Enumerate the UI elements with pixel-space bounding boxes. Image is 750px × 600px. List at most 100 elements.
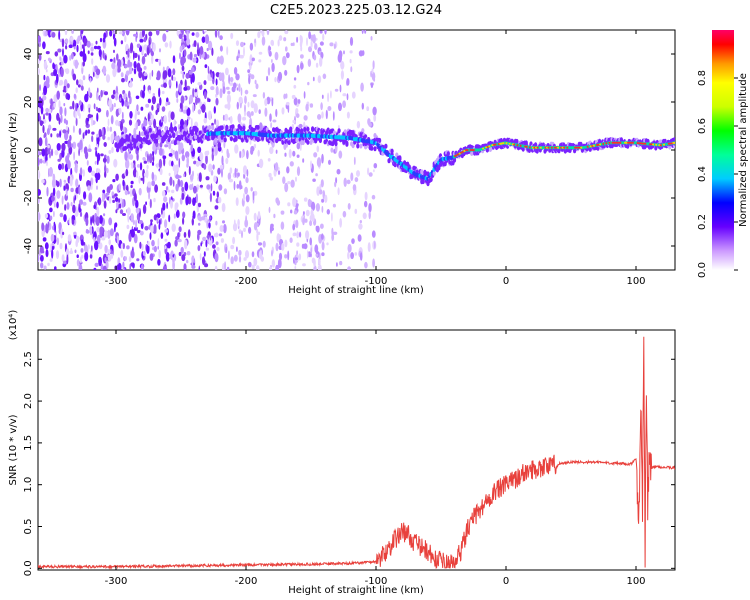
spectrogram-noise-cell <box>78 100 82 106</box>
spectrogram-noise-cell <box>120 249 124 258</box>
spectrogram-noise-cell <box>219 225 224 232</box>
spectrogram-noise-cell <box>126 245 130 250</box>
spectrogram-noise-cell <box>316 157 322 168</box>
spectrogram-noise-cell <box>93 267 97 270</box>
spectrogram-noise-cell <box>153 197 156 203</box>
spectrogram-noise-cell <box>57 48 62 53</box>
spectrogram-noise-cell <box>307 198 312 208</box>
spectrogram-noise-cell <box>136 229 141 234</box>
spectrogram-noise-cell <box>106 155 110 164</box>
spectrogram-noise-cell <box>192 170 194 178</box>
spectrogram-noise-cell <box>290 179 295 188</box>
spectrogram-noise-cell <box>170 111 175 120</box>
spectrogram-noise-cell <box>163 196 168 203</box>
spectrogram-noise-cell <box>320 233 324 240</box>
spectrogram-noise-cell <box>321 252 325 257</box>
spectrogram-noise-cell <box>174 202 178 212</box>
spectrogram-noise-cell <box>67 160 71 170</box>
spectrogram-noise-cell <box>238 255 242 263</box>
spectrogram-noise-cell <box>79 199 83 205</box>
spectrogram-noise-cell <box>213 106 216 114</box>
y-tick-label: 0.5 <box>23 519 34 535</box>
spectrogram-noise-cell <box>133 226 138 231</box>
spectrogram-noise-cell <box>98 242 103 250</box>
spectrogram-noise-cell <box>300 35 303 45</box>
spectrogram-noise-cell <box>309 237 313 246</box>
spectrogram-noise-cell <box>282 176 286 184</box>
spectrogram-noise-cell <box>70 247 73 253</box>
spectrogram-noise-cell <box>79 51 84 57</box>
spectrogram-noise-cell <box>129 62 133 67</box>
spectrogram-noise-cell <box>180 56 185 67</box>
spectrogram-noise-cell <box>129 263 131 270</box>
spectrogram-noise-cell <box>281 107 285 115</box>
spectrogram-noise-cell <box>79 211 83 217</box>
spectrogram-noise-cell <box>95 216 100 227</box>
spectrogram-ridge-cell <box>256 124 260 130</box>
spectrogram-noise-cell <box>199 45 204 55</box>
spectrogram-noise-cell <box>217 142 221 149</box>
spectrogram-noise-cell <box>347 266 352 270</box>
spectrogram-noise-cell <box>129 229 134 234</box>
spectrogram-noise-cell <box>60 229 63 239</box>
spectrogram-noise-cell <box>240 41 244 48</box>
spectrogram-noise-cell <box>249 54 253 64</box>
spectrogram-noise-cell <box>102 65 107 75</box>
spectrogram-noise-cell <box>199 152 204 161</box>
spectrogram-noise-cell <box>118 183 122 192</box>
spectrogram-noise-cell <box>229 167 233 174</box>
spectrogram-noise-cell <box>50 233 55 243</box>
spectrogram-noise-cell <box>59 242 63 250</box>
spectrogram-noise-cell <box>106 126 110 132</box>
spectrogram-noise-cell <box>327 92 330 103</box>
spectrogram-noise-cell <box>53 69 58 77</box>
spectrogram-noise-cell <box>334 181 337 188</box>
spectrogram-noise-cell <box>183 34 186 38</box>
spectrogram-noise-cell <box>284 239 288 248</box>
spectrogram-noise-cell <box>303 115 308 121</box>
spectrogram-noise-cell <box>337 187 340 196</box>
spectrogram-noise-cell <box>68 217 71 225</box>
spectrogram-ridge-cell <box>239 125 243 131</box>
spectrogram-noise-cell <box>107 136 110 141</box>
spectrogram-noise-cell <box>297 99 301 104</box>
spectrogram-y-ticks: -40 -20 0 20 40 <box>23 48 675 254</box>
spectrogram-noise-cell <box>236 184 240 189</box>
spectrogram-noise-cell <box>310 247 313 255</box>
spectrogram-noise-cell <box>321 111 324 119</box>
spectrogram-noise-cell <box>370 70 372 78</box>
spectrogram-noise-cell <box>99 215 103 224</box>
spectrogram-noise-cell <box>274 162 279 172</box>
spectrogram-noise-cell <box>164 219 168 229</box>
spectrogram-noise-cell <box>174 239 178 247</box>
spectrogram-noise-cell <box>288 148 292 159</box>
spectrogram-noise-cell <box>250 100 255 109</box>
spectrogram-noise-cell <box>157 258 161 266</box>
spectrogram-noise-cell <box>143 65 147 70</box>
spectrogram-noise-cell <box>126 224 130 230</box>
spectrogram-noise-cell <box>262 240 266 248</box>
spectrogram-noise-cell <box>199 84 203 90</box>
spectrogram-noise-cell <box>342 93 347 97</box>
spectrogram-ridge-cell <box>240 137 244 143</box>
spectrogram-noise-cell <box>133 61 137 69</box>
spectrogram-noise-cell <box>138 175 141 184</box>
spectrogram-noise-cell <box>179 142 184 151</box>
spectrogram-noise-cell <box>261 30 265 37</box>
y-tick-label: 20 <box>23 96 34 109</box>
spectrogram-noise-cell <box>354 208 358 214</box>
spectrogram-noise-cell <box>107 249 111 254</box>
spectrogram-noise-cell <box>64 30 68 36</box>
spectrogram-noise-cell <box>93 204 96 209</box>
spectrogram-noise-cell <box>168 79 172 87</box>
spectrogram-noise-cell <box>287 104 290 113</box>
spectrogram-noise-cell <box>216 191 219 199</box>
spectrogram-noise-cell <box>72 73 77 81</box>
spectrogram-noise-cell <box>121 30 125 37</box>
spectrogram-noise-cell <box>47 144 50 149</box>
spectrogram-noise-cell <box>321 198 325 203</box>
spectrogram-noise-cell <box>109 184 113 190</box>
spectrogram-noise-cell <box>82 75 86 81</box>
spectrogram-noise-cell <box>51 242 55 247</box>
spectrogram-ridge-cell <box>588 146 592 152</box>
